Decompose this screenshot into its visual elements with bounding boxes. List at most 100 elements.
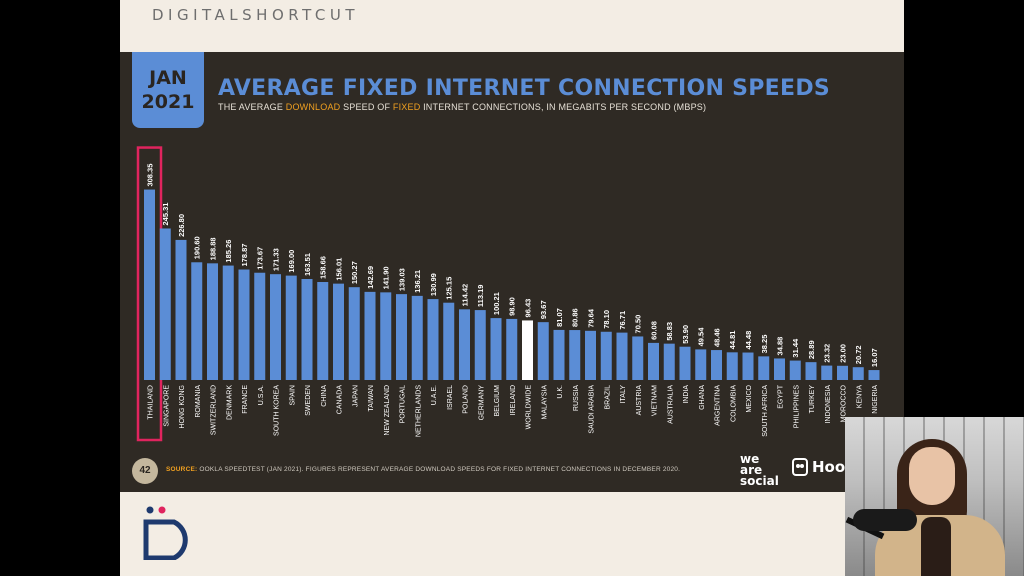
bar-belgium bbox=[490, 318, 502, 380]
logo-was-line-1: we bbox=[740, 452, 760, 466]
category-label: JAPAN bbox=[352, 385, 359, 407]
value-label: 308.35 bbox=[146, 164, 155, 187]
category-label: MEXICO bbox=[746, 384, 753, 412]
bar-singapore bbox=[159, 228, 171, 380]
category-label: NIGERIA bbox=[872, 385, 879, 414]
hootsuite-logo: Hoo bbox=[792, 458, 845, 476]
slide-footer bbox=[120, 492, 904, 576]
bar-italy bbox=[616, 332, 628, 380]
bar-ghana bbox=[695, 349, 707, 380]
subtitle-fixed: FIXED bbox=[392, 102, 421, 112]
bar-saudi-arabia bbox=[585, 330, 596, 380]
slide-header: DIGITALSHORTCUT bbox=[120, 0, 904, 52]
value-label: 163.51 bbox=[303, 253, 312, 276]
microphone-icon bbox=[853, 509, 917, 531]
bar-philippines bbox=[789, 360, 801, 380]
bar-switzerland bbox=[207, 263, 218, 380]
category-label: PORTUGAL bbox=[400, 385, 407, 423]
category-label: IRELAND bbox=[510, 385, 517, 415]
bar-russia bbox=[569, 330, 581, 380]
value-label: 48.46 bbox=[713, 328, 722, 347]
value-label: 150.27 bbox=[350, 261, 359, 284]
bar-nigeria bbox=[868, 370, 880, 380]
category-label: BELGIUM bbox=[494, 385, 501, 417]
value-label: 44.81 bbox=[728, 331, 737, 350]
value-label: 23.32 bbox=[823, 344, 832, 363]
bar-worldwide bbox=[522, 320, 533, 380]
value-label: 96.43 bbox=[524, 299, 533, 318]
bar-sweden bbox=[301, 279, 313, 380]
presenter-face bbox=[909, 447, 955, 505]
category-label: CANADA bbox=[337, 385, 344, 415]
brand-wordmark: DIGITALSHORTCUT bbox=[152, 6, 359, 24]
bar-australia bbox=[663, 343, 675, 380]
value-label: 156.01 bbox=[335, 258, 344, 281]
chart-panel: JAN 2021 AVERAGE FIXED INTERNET CONNECTI… bbox=[120, 52, 904, 492]
value-label: 142.69 bbox=[366, 266, 375, 289]
category-label: VIETNAM bbox=[652, 385, 659, 416]
value-label: 178.87 bbox=[240, 244, 249, 267]
bar-france bbox=[238, 269, 250, 380]
value-label: 79.64 bbox=[587, 308, 596, 328]
category-label: DENMARK bbox=[226, 385, 233, 420]
date-badge: JAN 2021 bbox=[132, 52, 204, 128]
bar-kenya bbox=[852, 367, 864, 380]
category-label: EGYPT bbox=[778, 384, 785, 408]
category-label: GERMANY bbox=[478, 385, 485, 421]
category-label: ARGENTINA bbox=[715, 385, 722, 426]
bar-new-zealand bbox=[380, 292, 392, 380]
bar-argentina bbox=[711, 350, 722, 380]
category-label: SAUDI ARABIA bbox=[589, 385, 596, 434]
value-label: 80.86 bbox=[571, 308, 580, 327]
value-label: 44.48 bbox=[744, 331, 753, 350]
category-label: COLOMBIA bbox=[730, 385, 737, 422]
category-label: SPAIN bbox=[289, 385, 296, 406]
value-label: 188.88 bbox=[209, 237, 218, 260]
bar-india bbox=[679, 346, 691, 380]
value-label: 141.90 bbox=[382, 266, 391, 289]
bar-u-a-e- bbox=[427, 299, 439, 380]
bar-romania bbox=[191, 262, 203, 380]
subtitle-download: DOWNLOAD bbox=[285, 102, 341, 112]
category-label: KENYA bbox=[856, 385, 863, 409]
subtitle-part-5: INTERNET CONNECTIONS, IN MEGABITS PER SE… bbox=[420, 102, 707, 112]
bar-germany bbox=[474, 310, 486, 380]
value-label: 136.21 bbox=[413, 270, 422, 293]
subtitle-part-1: THE AVERAGE bbox=[218, 102, 286, 112]
category-label: NETHERLANDS bbox=[415, 385, 422, 437]
category-label: MOROCCO bbox=[841, 384, 848, 422]
date-month: JAN bbox=[149, 67, 187, 89]
bar-thailand bbox=[144, 189, 155, 380]
bar-hong-kong bbox=[175, 239, 187, 380]
source-note: SOURCE: OOKLA SPEEDTEST (JAN 2021). FIGU… bbox=[166, 466, 680, 473]
bar-vietnam bbox=[648, 342, 659, 380]
bar-malaysia bbox=[537, 322, 549, 380]
bar-ireland bbox=[506, 318, 518, 380]
category-label: THAILAND bbox=[148, 385, 155, 420]
value-label: 38.25 bbox=[760, 335, 769, 354]
logo-was-line-3: social bbox=[740, 474, 779, 488]
value-label: 28.89 bbox=[807, 340, 816, 359]
source-label: SOURCE: bbox=[166, 466, 198, 473]
value-label: 100.21 bbox=[492, 292, 501, 315]
value-label: 125.15 bbox=[445, 277, 454, 300]
value-label: 76.71 bbox=[618, 311, 627, 330]
value-label: 20.72 bbox=[854, 345, 863, 364]
category-label: INDONESIA bbox=[825, 385, 832, 424]
value-label: 98.90 bbox=[508, 297, 517, 316]
logo-was-line-2: are bbox=[740, 463, 763, 477]
category-label: SINGAPORE bbox=[163, 385, 170, 427]
hootsuite-text: Hoo bbox=[812, 458, 846, 476]
category-label: MALAYSIA bbox=[541, 385, 548, 420]
category-label: ITALY bbox=[620, 385, 627, 404]
value-label: 185.26 bbox=[224, 240, 233, 263]
we-are-social-logo: we are social bbox=[740, 452, 779, 488]
category-label: INDIA bbox=[683, 385, 690, 404]
category-label: GHANA bbox=[699, 385, 706, 410]
value-label: 226.80 bbox=[177, 214, 186, 237]
bar-israel bbox=[443, 302, 455, 380]
value-label: 130.99 bbox=[429, 273, 438, 296]
value-label: 158.66 bbox=[319, 256, 328, 279]
category-label: U.S.A. bbox=[258, 385, 265, 405]
bar-brazil bbox=[600, 331, 612, 380]
